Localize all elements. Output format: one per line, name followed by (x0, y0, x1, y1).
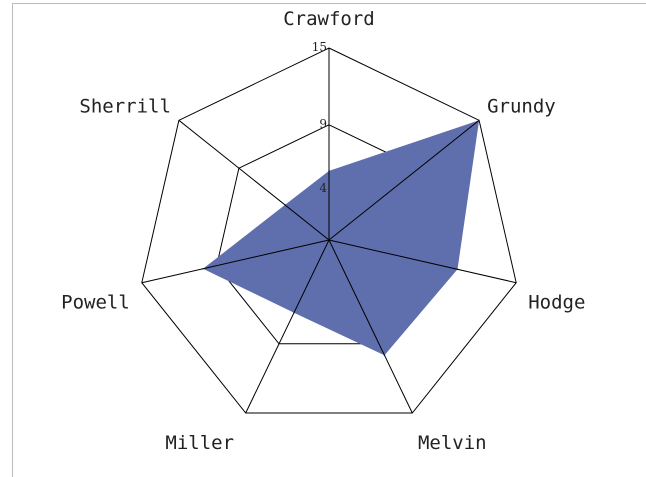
category-label-crawford: Crawford (283, 8, 375, 30)
category-label-grundy: Grundy (487, 95, 556, 117)
spoke-grundy (328, 119, 480, 241)
radial-tick-labels: 4 9 15 (312, 40, 328, 195)
category-label-sherrill: Sherrill (79, 95, 171, 117)
series-area-0 (203, 120, 480, 356)
spoke-hodge (328, 239, 517, 284)
category-label-melvin: Melvin (418, 432, 487, 454)
category-label-powell: Powell (61, 292, 130, 314)
tick-label-15: 15 (312, 40, 327, 54)
grid-ring-2 (141, 47, 517, 414)
spoke-powell (141, 239, 330, 284)
spoke-miller (245, 239, 330, 414)
category-label-hodge: Hodge (528, 292, 585, 314)
radar-series (202, 119, 480, 357)
spoke-sherrill (178, 119, 330, 241)
category-label-miller: Miller (165, 432, 234, 454)
tick-label-4: 4 (319, 181, 327, 195)
tick-label-9: 9 (319, 117, 327, 131)
category-labels: Crawford Grundy Hodge Melvin Miller Powell She… (61, 8, 585, 454)
spoke-melvin (328, 239, 413, 414)
radar-spokes (141, 48, 517, 414)
